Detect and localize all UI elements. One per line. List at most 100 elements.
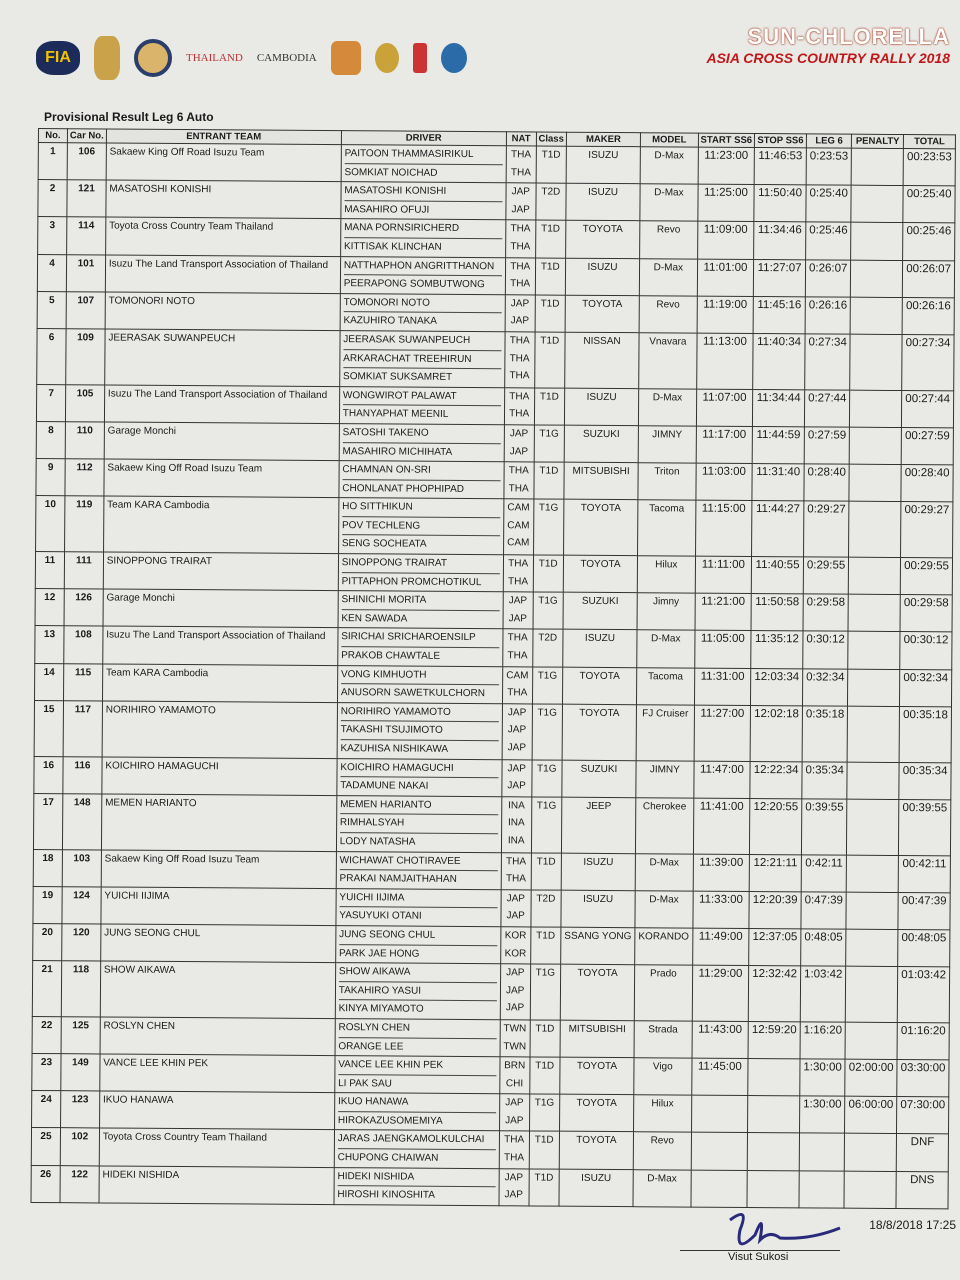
seal-logo <box>134 39 172 77</box>
penalty <box>847 668 900 707</box>
driver-name: KOICHIRO HAMAGUCHI <box>340 758 499 779</box>
stop-time: 11:44:59 <box>752 426 805 464</box>
total-time: 00:48:05 <box>897 929 950 968</box>
driver-nat: THA <box>510 241 531 253</box>
driver-nat: CHI <box>505 1077 524 1090</box>
driver-name: WICHAWAT CHOTIRAVEE <box>339 851 498 872</box>
driver-name: KITTISAK KLINCHAN <box>343 241 442 253</box>
driver-nat: JAP <box>506 893 526 905</box>
total-time: 07:30:00 <box>896 1096 949 1135</box>
entrant-team: MEMEN HARIANTO <box>101 793 337 852</box>
penalty: 06:00:00 <box>844 1096 897 1134</box>
penalty <box>847 761 900 800</box>
position: 2 <box>37 179 68 218</box>
driver-name: TAKAHIRO YASUI <box>338 981 497 1002</box>
start-time: 11:25:00 <box>697 184 755 222</box>
car-number: 124 <box>61 886 102 924</box>
driver-name: JUNG SEONG CHUL <box>339 926 498 946</box>
driver-name: SINOPPONG TRAIRAT <box>341 554 500 574</box>
driver-nat: JAP <box>507 780 526 792</box>
start-time: 11:49:00 <box>692 928 750 966</box>
table-row: 9 112 Sakaew King Off Road Isuzu Team CHAMN… <box>35 458 954 503</box>
start-time: 11:01:00 <box>696 258 754 297</box>
maker: ISUZU <box>566 146 641 184</box>
driver-nat: THA <box>510 149 532 161</box>
class: T1D <box>529 1019 561 1058</box>
penalty <box>845 966 898 1023</box>
total-time: 00:25:46 <box>902 222 955 261</box>
nat-cell: JAP JAP <box>498 1168 529 1206</box>
table-row: 25 102 Toyota Cross Country Team Thailand J… <box>31 1127 949 1172</box>
entrant-team: TOMONORI NOTO <box>104 291 341 331</box>
nat-cell: INA INA INA <box>501 796 532 853</box>
leg-time: 1:03:42 <box>800 965 847 1023</box>
model: Vnavara <box>638 332 697 389</box>
position: 19 <box>32 886 63 924</box>
model: D-Max <box>638 388 697 427</box>
table-row: 21 118 SHOW AIKAWA SHOW AIKAWA TAKAHIRO YASU… <box>32 960 950 1023</box>
entrant-team: Sakaew King Off Road Isuzu Team <box>103 459 339 498</box>
penalty <box>850 259 903 298</box>
car-number: 125 <box>61 1016 101 1055</box>
total-time: 01:03:42 <box>897 966 950 1023</box>
drivers-cell: IKUO HANAWA HIROKAZUSOMEMIYA <box>334 1092 500 1132</box>
car-number: 108 <box>63 626 103 664</box>
model: Hilux <box>633 1094 692 1133</box>
position: 11 <box>35 551 65 589</box>
car-number: 101 <box>66 254 106 292</box>
drivers-cell: JUNG SEONG CHUL PARK JAE HONG <box>335 925 501 964</box>
crest-logo <box>440 43 467 73</box>
model: Cherokee <box>635 797 694 854</box>
entrant-team: KOICHIRO HAMAGUCHI <box>101 756 337 796</box>
table-row: 17 148 MEMEN HARIANTO MEMEN HARIANTO RIMHALS… <box>33 793 951 856</box>
driver-name: HO SITTHIKUN <box>342 498 501 519</box>
model: Vigo <box>633 1057 692 1096</box>
maker: ISUZU <box>560 889 636 928</box>
start-time: 11:33:00 <box>692 890 750 929</box>
leg-time: 0:29:58 <box>802 594 849 632</box>
penalty <box>846 854 899 893</box>
start-time: 11:11:00 <box>694 556 752 594</box>
driver-name: LODY NATASHA <box>339 836 416 848</box>
event-brand: SUN-CHLORELLA ASIA CROSS COUNTRY RALLY 2… <box>706 24 950 66</box>
maker: TOYOTA <box>562 703 637 761</box>
start-time: 11:27:00 <box>693 704 751 762</box>
driver-nat: INA <box>507 817 525 829</box>
driver-name: HIROKAZUSOMEMIYA <box>337 1114 443 1127</box>
nat-cell: THA THA <box>500 852 532 890</box>
maker: TOYOTA <box>563 499 638 556</box>
maker: NISSAN <box>564 332 640 389</box>
driver-nat: JAP <box>507 724 527 736</box>
model: Strada <box>634 1020 692 1059</box>
drivers-cell: HO SITTHIKUN POV TECHLENG SENG SOCHEATA <box>338 497 504 555</box>
page-title: Provisional Result Leg 6 Auto <box>44 110 214 124</box>
col-penalty: PENALTY <box>851 134 904 149</box>
start-time: 11:07:00 <box>696 388 753 427</box>
start-time: 11:29:00 <box>691 965 749 1022</box>
entrant-team: JUNG SEONG CHUL <box>100 923 336 963</box>
stop-time: 12:02:18 <box>750 705 803 762</box>
driver-nat: JAP <box>508 613 527 625</box>
driver-nat: JAP <box>504 1171 524 1184</box>
table-row: 22 125 ROSLYN CHEN ROSLYN CHEN ORANGE LEE TWN… <box>32 1016 950 1060</box>
driver-name: CHONLANAT PHOPHIPAD <box>342 482 465 495</box>
driver-nat: JAP <box>505 1115 524 1127</box>
position: 18 <box>33 849 63 887</box>
model: D-Max <box>639 183 698 222</box>
class: T1G <box>529 964 561 1021</box>
maker: TOYOTA <box>560 964 635 1021</box>
total-time: DNF <box>896 1133 949 1172</box>
drivers-cell: HIDEKI NISHIDA HIROSHI KINOSHITA <box>333 1167 500 1206</box>
driver-nat: THA <box>510 166 531 179</box>
stop-time: 11:45:16 <box>753 296 806 334</box>
car-number: 119 <box>64 495 104 553</box>
model: KORANDO <box>634 927 693 966</box>
class: T1D <box>534 331 566 388</box>
driver-nat: JAP <box>507 762 526 775</box>
class: T1D <box>530 852 562 890</box>
driver-nat: THA <box>508 465 529 477</box>
drivers-cell: MASATOSHI KONISHI MASAHIRO OFUJI <box>340 181 506 221</box>
signatory-name: Visut Sukosi <box>728 1251 789 1263</box>
leg-time: 0:29:55 <box>803 556 849 595</box>
leg-time: 0:32:34 <box>802 668 849 706</box>
